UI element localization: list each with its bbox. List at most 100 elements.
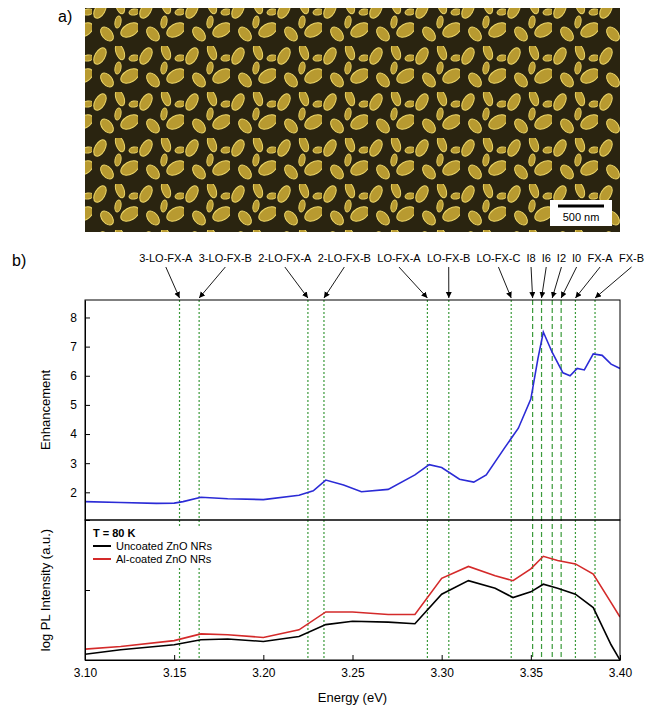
plot-frame — [85, 520, 620, 660]
data-line — [85, 556, 620, 649]
tick-mark — [85, 317, 90, 318]
tick-mark — [620, 655, 621, 660]
annotation-label: I6 — [542, 252, 551, 264]
scale-bar-line — [558, 205, 604, 208]
tick: 3.20 — [252, 655, 276, 680]
axis-domain — [85, 301, 86, 521]
tick-mark — [85, 405, 90, 406]
annotation-label: FX-B — [619, 252, 644, 264]
figure: 500 nma)b)2345678Enhancement3.103.153.20… — [0, 0, 649, 714]
tick-mark — [85, 590, 90, 591]
tick-label: 3.20 — [252, 666, 276, 680]
annotation-lines — [180, 300, 596, 660]
y-axis-title: Enhancement — [38, 370, 53, 451]
tick-mark — [263, 655, 264, 660]
y-axis: 2 3 4 5 6 7 8 — [70, 301, 90, 521]
legend-background — [90, 526, 215, 567]
tick: 4 — [70, 427, 90, 441]
tick: 3 — [70, 457, 90, 471]
tick-label: 3.15 — [163, 666, 187, 680]
tick-label: 3.25 — [341, 666, 365, 680]
tick-mark — [85, 655, 86, 660]
annotation-label: 2-LO-FX-A — [258, 252, 312, 264]
tick: 3.35 — [520, 655, 544, 680]
annotation-label: LO-FX-C — [476, 252, 520, 264]
annotation-line — [575, 300, 576, 660]
annotation-arrow — [199, 267, 225, 298]
plot-frame — [85, 300, 620, 520]
legend-swatch — [93, 558, 111, 560]
scale-bar-box — [550, 200, 612, 226]
annotation-arrow — [166, 267, 180, 298]
y-axis-title: log PL Intensity (a.u.) — [38, 529, 53, 651]
tick-label: 2 — [70, 486, 77, 500]
tick-label: 7 — [70, 340, 77, 354]
y-axis — [85, 521, 90, 661]
x-axis: 3.10 3.15 3.20 3.25 3.30 3.35 3.40 — [74, 655, 633, 680]
panel-label: b) — [12, 252, 26, 269]
legend: T = 80 KUncoated ZnO NRsAl-coated ZnO NR… — [90, 526, 215, 567]
tick-mark — [85, 492, 90, 493]
annotation-label: FX-A — [588, 252, 614, 264]
tick-mark — [85, 434, 90, 435]
annotation-line — [323, 300, 324, 660]
legend-label: Al-coated ZnO NRs — [116, 553, 212, 565]
tick-mark — [85, 347, 90, 348]
annotation-line — [541, 300, 542, 660]
tick-mark — [442, 655, 443, 660]
tick-label: 6 — [70, 369, 77, 383]
sem-image — [85, 8, 620, 232]
annotation-arrow — [448, 267, 449, 298]
annotation-label: 2-LO-FX-B — [318, 252, 371, 264]
tick-label: 8 — [70, 311, 77, 325]
annotation-line — [511, 300, 512, 660]
annotation-label: I2 — [557, 252, 566, 264]
annotation-label: 3-LO-FX-A — [139, 252, 193, 264]
tick-mark — [531, 655, 532, 660]
tick: 8 — [70, 311, 90, 325]
data-line — [85, 332, 620, 503]
legend-label: Uncoated ZnO NRs — [116, 540, 212, 552]
annotation-arrow — [575, 267, 600, 298]
tick-label: 5 — [70, 398, 77, 412]
annotation-labels: 3-LO-FX-A 3-LO-FX-B 2-LO-FX-A 2-LO-FX-B LO-F… — [139, 252, 644, 298]
annotation-arrow — [561, 267, 576, 298]
annotation-label: I0 — [572, 252, 581, 264]
plot-area — [85, 332, 620, 503]
annotation-arrow — [285, 267, 308, 298]
tick: 3.10 — [74, 655, 98, 680]
tick — [85, 590, 90, 591]
x-axis-title: Energy (eV) — [318, 690, 387, 705]
annotation-arrow — [595, 267, 631, 298]
tick-label: 3.30 — [430, 666, 454, 680]
tick-label: 4 — [70, 427, 77, 441]
legend-title: T = 80 K — [93, 527, 136, 539]
legend-swatch — [93, 545, 111, 547]
tick-mark — [85, 520, 90, 521]
annotation-label: LO-FX-A — [377, 252, 421, 264]
tick: 2 — [70, 486, 90, 500]
annotation-label: 3-LO-FX-B — [199, 252, 252, 264]
annotation-line — [532, 300, 533, 660]
tick: 3.15 — [163, 655, 187, 680]
plot-area — [85, 556, 620, 660]
tick: 5 — [70, 398, 90, 412]
tick-label: 3.35 — [520, 666, 544, 680]
tick-mark — [174, 655, 175, 660]
annotation-line — [448, 300, 449, 660]
tick-label: 3.10 — [74, 666, 98, 680]
tick: 6 — [70, 369, 90, 383]
annotation-label: LO-FX-B — [427, 252, 470, 264]
data-line — [85, 581, 620, 660]
tick-label: 3.40 — [609, 666, 633, 680]
tick-mark — [85, 376, 90, 377]
tick-mark — [85, 463, 90, 464]
scale-bar-label: 500 nm — [563, 211, 600, 223]
tick: 3.40 — [609, 655, 633, 680]
annotation-line — [427, 300, 428, 660]
annotation-line — [179, 300, 180, 660]
tick — [85, 520, 90, 521]
tick-label: 3 — [70, 457, 77, 471]
tick-mark — [353, 655, 354, 660]
annotation-arrow — [399, 267, 427, 298]
